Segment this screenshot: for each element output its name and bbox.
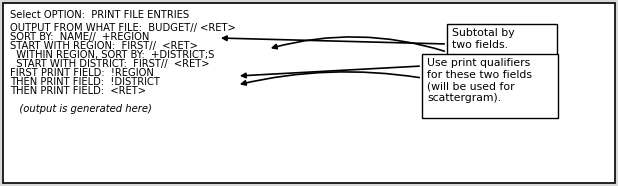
Text: Subtotal by
two fields.: Subtotal by two fields. <box>452 28 515 50</box>
FancyBboxPatch shape <box>3 3 615 183</box>
Text: (output is generated here): (output is generated here) <box>10 104 152 114</box>
FancyBboxPatch shape <box>447 24 557 58</box>
Text: THEN PRINT FIELD:  <RET>: THEN PRINT FIELD: <RET> <box>10 86 146 96</box>
Text: OUTPUT FROM WHAT FILE:  BUDGET// <RET>: OUTPUT FROM WHAT FILE: BUDGET// <RET> <box>10 23 235 33</box>
Text: Select OPTION:  PRINT FILE ENTRIES: Select OPTION: PRINT FILE ENTRIES <box>10 10 189 20</box>
Text: THEN PRINT FIELD:  !DISTRICT: THEN PRINT FIELD: !DISTRICT <box>10 77 160 87</box>
Text: Use print qualifiers
for these two fields
(will be used for
scattergram).: Use print qualifiers for these two field… <box>427 58 532 103</box>
FancyBboxPatch shape <box>422 54 558 118</box>
Text: FIRST PRINT FIELD:  !REGION: FIRST PRINT FIELD: !REGION <box>10 68 154 78</box>
Text: START WITH DISTRICT:  FIRST//  <RET>: START WITH DISTRICT: FIRST// <RET> <box>10 59 210 69</box>
Text: WITHIN REGION, SORT BY:  +DISTRICT;S: WITHIN REGION, SORT BY: +DISTRICT;S <box>10 50 214 60</box>
Text: SORT BY:  NAME//  +REGION: SORT BY: NAME// +REGION <box>10 32 150 42</box>
Text: START WITH REGION:  FIRST//  <RET>: START WITH REGION: FIRST// <RET> <box>10 41 198 51</box>
